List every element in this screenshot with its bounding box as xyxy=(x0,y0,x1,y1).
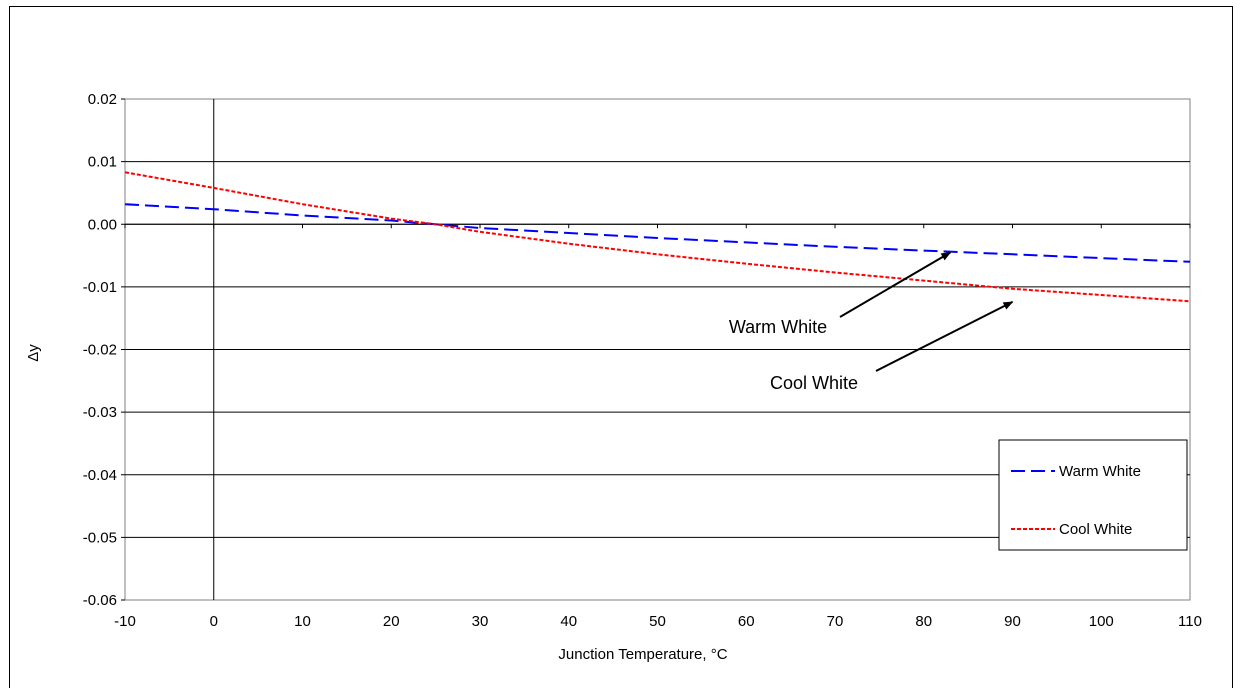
annotation-label: Cool White xyxy=(770,373,858,393)
y-tick-label: -0.06 xyxy=(83,592,117,609)
x-tick-label: 10 xyxy=(294,613,311,630)
x-tick-label: 30 xyxy=(472,613,489,630)
y-tick-label: 0.02 xyxy=(88,91,117,108)
series-layer xyxy=(124,171,1191,303)
y-tick-label: -0.03 xyxy=(83,404,117,421)
x-tick-label: 80 xyxy=(915,613,932,630)
chart-frame: 0.02 0.01 0.00 -0.01 -0.02 -0.03 -0.04 -0.05 -0.… xyxy=(9,6,1233,688)
axis-layer: 0.02 0.01 0.00 -0.01 -0.02 -0.03 -0.04 -0.05 -0.… xyxy=(83,91,1202,630)
x-tick-label: 70 xyxy=(827,613,844,630)
annotation-layer: Warm White Cool White xyxy=(729,251,1014,393)
legend-label: Warm White xyxy=(1059,463,1141,480)
y-tick-label: -0.02 xyxy=(83,342,117,359)
legend-box xyxy=(998,439,1188,551)
y-tick-label: -0.05 xyxy=(83,529,117,546)
y-tick-label: 0.00 xyxy=(88,216,117,233)
annotation-label: Warm White xyxy=(729,317,827,337)
y-axis-title: Δy xyxy=(25,344,42,362)
x-tick-label: 60 xyxy=(738,613,755,630)
chart-svg: 0.02 0.01 0.00 -0.01 -0.02 -0.03 -0.04 -0.05 -0.… xyxy=(25,91,1202,663)
x-tick-label: 100 xyxy=(1089,613,1114,630)
x-tick-label: 110 xyxy=(1178,613,1202,630)
series-line-warm-white xyxy=(124,203,1191,263)
y-tick-label: -0.04 xyxy=(83,467,117,484)
series-line-cool-white xyxy=(124,171,1191,303)
y-tick-label: 0.01 xyxy=(88,154,117,171)
x-tick-label: 50 xyxy=(649,613,666,630)
legend-layer: Warm White Cool White xyxy=(998,439,1188,551)
annotation-arrow xyxy=(839,251,952,318)
x-tick-label: 0 xyxy=(210,613,218,630)
x-tick-label: 20 xyxy=(383,613,400,630)
x-tick-label: 40 xyxy=(560,613,577,630)
legend-label: Cool White xyxy=(1059,521,1132,538)
annotation-arrow xyxy=(875,301,1014,372)
y-tick-label: -0.01 xyxy=(83,279,117,296)
x-tick-label: 90 xyxy=(1004,613,1021,630)
x-tick-label: -10 xyxy=(114,613,136,630)
x-axis-title: Junction Temperature, °C xyxy=(558,646,727,663)
